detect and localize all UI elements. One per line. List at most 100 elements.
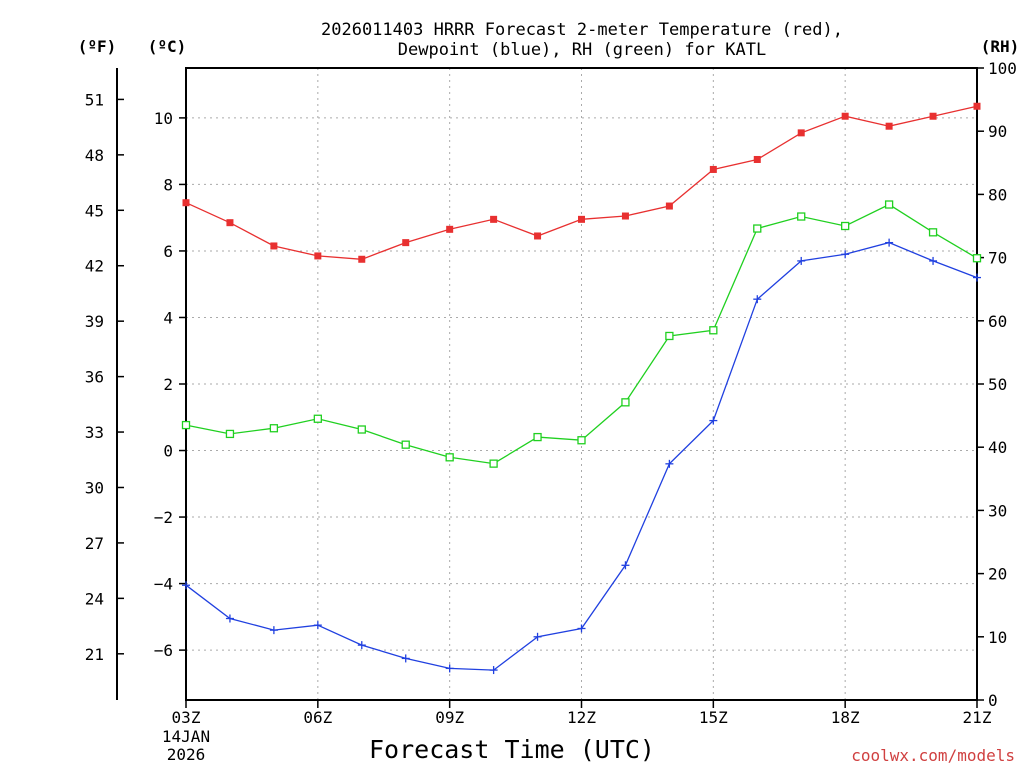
celsius-tick-label: 0	[163, 442, 173, 461]
celsius-tick-label: −6	[154, 641, 173, 660]
x-tick-label: 09Z	[435, 708, 464, 727]
dewpoint-point	[269, 626, 278, 635]
rh-tick-label: 100	[988, 59, 1017, 78]
temperature-point	[841, 112, 849, 120]
start-date-year: 2026	[167, 745, 206, 764]
celsius-tick-label: 8	[163, 175, 173, 194]
temperature-point	[797, 129, 805, 137]
chart-title: 2026011403 HRRR Forecast 2-meter Tempera…	[321, 20, 843, 60]
dewpoint-point	[489, 666, 498, 675]
dewpoint-point	[709, 416, 718, 425]
temperature-point	[534, 232, 542, 240]
dewpoint-point	[621, 561, 630, 570]
celsius-tick-label: 10	[154, 109, 173, 128]
rh-point	[181, 420, 191, 430]
rh-tick-label: 70	[988, 249, 1007, 268]
dewpoint-point	[797, 256, 806, 265]
x-tick-label: 03Z	[172, 708, 201, 727]
temperature-point	[226, 219, 234, 227]
x-axis-label: Forecast Time (UTC)	[369, 735, 655, 764]
rh-point	[577, 436, 586, 445]
rh-point	[621, 398, 630, 407]
rh-point	[225, 429, 235, 439]
fahrenheit-tick-label: 30	[85, 478, 104, 497]
grid-lines	[186, 68, 977, 700]
dewpoint-point	[182, 581, 190, 590]
start-date-day: 14JAN	[162, 727, 210, 746]
rh-point	[972, 254, 982, 263]
fahrenheit-tick-label: 42	[85, 257, 104, 276]
rh-point	[928, 228, 938, 237]
temperature-point	[885, 122, 893, 130]
dewpoint-point	[753, 295, 762, 304]
rh-point	[533, 432, 542, 442]
fahrenheit-tick-label: 36	[85, 368, 104, 387]
temperature-point	[446, 225, 454, 233]
rh-point	[489, 459, 498, 468]
chart-title-line-2: Dewpoint (blue), RH (green) for KATL	[398, 40, 766, 60]
rh-point	[313, 414, 322, 423]
celsius-tick-label: 6	[163, 242, 173, 261]
temperature-point	[621, 212, 629, 220]
rh-point	[709, 326, 718, 335]
rh-point	[753, 224, 762, 233]
dewpoint-point	[973, 273, 981, 282]
fahrenheit-unit-label: (ºF)	[78, 37, 117, 56]
temperature-point	[358, 255, 366, 263]
fahrenheit-tick-label: 45	[85, 201, 104, 220]
temperature-point	[270, 242, 278, 250]
temperature-point	[929, 112, 937, 120]
fahrenheit-tick-label: 51	[85, 90, 104, 109]
dewpoint-point	[577, 624, 586, 633]
credit-link[interactable]: coolwx.com/models	[851, 746, 1015, 765]
dewpoint-point	[401, 654, 410, 663]
dewpoint-point	[885, 238, 894, 247]
celsius-tick-label: −4	[154, 575, 173, 594]
rh-tick-label: 0	[988, 691, 998, 710]
dewpoint-point	[533, 632, 542, 641]
x-tick-label: 12Z	[567, 708, 596, 727]
celsius-unit-label: (ºC)	[148, 37, 187, 56]
temperature-point	[973, 102, 981, 110]
fahrenheit-tick-label: 39	[85, 312, 104, 331]
rh-point	[797, 212, 806, 221]
rh-tick-label: 20	[988, 565, 1007, 584]
celsius-tick-label: 4	[163, 308, 173, 327]
temperature-point	[578, 215, 585, 223]
temperature-point	[665, 202, 673, 210]
celsius-tick-label: −2	[154, 508, 173, 527]
rh-point	[665, 331, 674, 341]
x-tick-label: 06Z	[303, 708, 332, 727]
celsius-tick-label: 2	[163, 375, 173, 394]
x-tick-label: 15Z	[699, 708, 728, 727]
dewpoint-line	[185, 241, 978, 671]
temperature-point	[490, 215, 498, 223]
dewpoint-point	[225, 614, 234, 623]
rh-tick-label: 40	[988, 438, 1007, 457]
dewpoint-point	[665, 459, 674, 468]
temperature-point	[182, 199, 190, 207]
temperature-point	[314, 252, 322, 260]
rh-tick-label: 30	[988, 501, 1007, 520]
dewpoint-point	[929, 256, 938, 265]
rh-unit-label: (RH)	[981, 37, 1020, 56]
rh-tick-label: 10	[988, 628, 1007, 647]
x-tick-label: 21Z	[963, 708, 992, 727]
dewpoint-point	[445, 664, 454, 673]
rh-point	[401, 440, 410, 449]
fahrenheit-tick-label: 27	[85, 534, 104, 553]
data-series	[181, 102, 982, 675]
rh-point	[269, 424, 279, 433]
rh-tick-label: 80	[988, 185, 1007, 204]
temperature-point	[709, 165, 717, 173]
rh-point	[357, 425, 366, 434]
fahrenheit-tick-label: 24	[85, 589, 104, 608]
dewpoint-point	[313, 621, 322, 630]
rh-point	[841, 221, 850, 231]
rh-tick-label: 90	[988, 122, 1007, 141]
rh-tick-label: 60	[988, 312, 1007, 331]
dewpoint-point	[357, 641, 366, 650]
dewpoint-point	[841, 250, 850, 259]
start-date-label: 14JAN 2026	[162, 727, 210, 764]
